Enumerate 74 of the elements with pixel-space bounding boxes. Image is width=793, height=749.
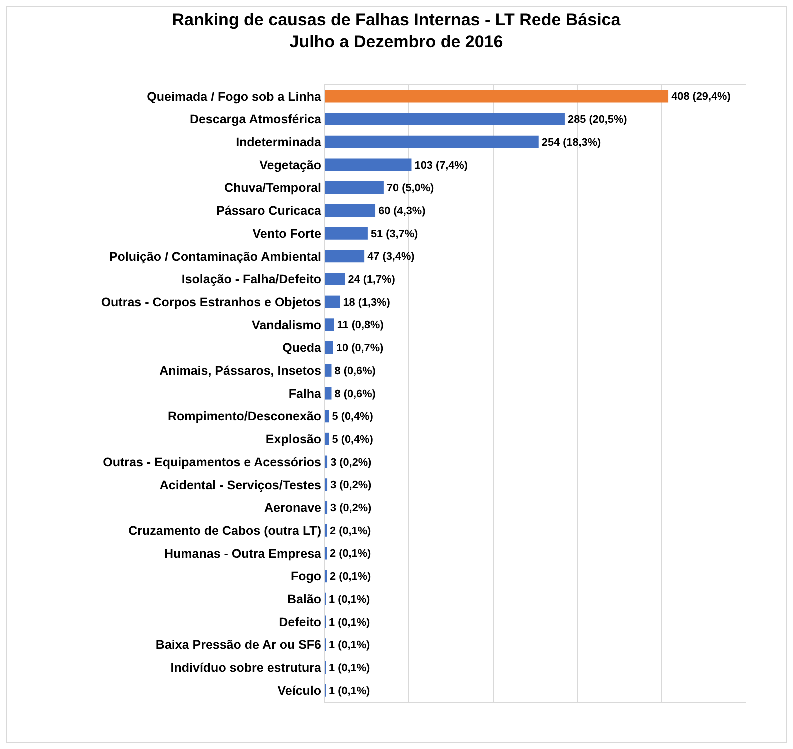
data-label: 5 (0,4%)	[332, 411, 374, 424]
bar	[325, 227, 368, 240]
y-tick-label: Isolação - Falha/Defeito	[182, 272, 322, 287]
bar	[325, 90, 669, 103]
y-tick-label: Vegetação	[260, 158, 322, 172]
data-label: 1 (0,1%)	[329, 662, 371, 674]
data-label: 5 (0,4%)	[332, 434, 374, 446]
y-tick-label: Humanas - Outra Empresa	[164, 546, 323, 561]
y-tick-label: Baixa Pressão de Ar ou SF6	[156, 638, 322, 652]
bar	[325, 182, 384, 194]
bar	[325, 410, 330, 423]
y-tick-label: Chuva/Temporal	[224, 181, 322, 196]
bar	[325, 136, 539, 148]
data-label: 70 (5,0%)	[386, 182, 435, 195]
data-label: 103 (7,4%)	[414, 160, 468, 172]
y-tick-label: Animais, Pássaros, Insetos	[160, 364, 322, 378]
y-tick-label: Fogo	[290, 570, 322, 584]
data-label: 2 (0,1%)	[330, 571, 372, 584]
bar	[325, 272, 346, 286]
data-label: 24 (1,7%)	[348, 274, 396, 286]
data-label: 10 (0,7%)	[336, 342, 384, 355]
y-tick-label: Aeronave	[264, 501, 322, 516]
y-tick-label: Outras - Equipamentos e Acessórios	[103, 455, 322, 470]
bar	[325, 250, 365, 263]
bar	[325, 342, 334, 354]
data-label: 18 (1,3%)	[343, 296, 391, 309]
data-label: 3 (0,2%)	[330, 502, 372, 515]
y-tick-label: Cruzamento de Cabos (outra LT)	[128, 524, 322, 538]
data-label: 254 (18,3%)	[542, 136, 602, 149]
data-label: 8 (0,6%)	[334, 388, 376, 400]
y-tick-label: Balão	[287, 592, 322, 607]
y-tick-label: Indeterminada	[236, 136, 323, 150]
y-tick-label: Poluição / Contaminação Ambiental	[109, 250, 322, 264]
data-label: 1 (0,1%)	[329, 685, 371, 698]
data-label: 285 (20,5%)	[568, 114, 628, 126]
bar	[325, 387, 332, 400]
data-label: 2 (0,1%)	[330, 525, 372, 538]
bar	[325, 296, 340, 308]
bar	[325, 158, 412, 172]
data-label: 60 (4,3%)	[378, 205, 426, 218]
y-tick-label: Queimada / Fogo sob a Linha	[147, 90, 323, 104]
data-label: 3 (0,2%)	[330, 480, 372, 492]
y-tick-label: Indivíduo sobre estrutura	[170, 661, 323, 676]
bar	[325, 456, 328, 468]
y-tick-label: Queda	[282, 341, 323, 356]
y-tick-label: Descarga Atmosférica	[190, 112, 323, 127]
y-tick-label: Acidental - Serviços/Testes	[160, 478, 322, 492]
data-label: 51 (3,7%)	[370, 228, 419, 240]
data-label: 47 (3,4%)	[368, 251, 416, 264]
data-label: 1 (0,1%)	[329, 616, 371, 629]
y-tick-label: Explosão	[266, 432, 322, 447]
data-label: 1 (0,1%)	[329, 640, 370, 652]
bar	[325, 478, 328, 492]
chart-title: Ranking de causas de Falhas Internas - LT Rede Básica Julho a Dezembro de 2016	[172, 10, 622, 52]
bar	[325, 432, 330, 446]
y-tick-label: Vento Forte	[252, 226, 322, 241]
bar	[325, 112, 565, 126]
y-tick-label: Pássaro Curicaca	[216, 204, 323, 218]
data-label: 1 (0,1%)	[329, 594, 371, 606]
y-tick-label: Falha	[288, 386, 323, 401]
data-label: 3 (0,2%)	[330, 456, 372, 469]
bar	[325, 501, 328, 514]
y-tick-label: Vandalismo	[252, 318, 322, 332]
data-label: 8 (0,6%)	[334, 365, 376, 378]
y-tick-label: Rompimento/Desconexão	[168, 410, 322, 424]
bar	[325, 364, 332, 377]
data-label: 2 (0,1%)	[330, 548, 372, 560]
data-label: 408 (29,4%)	[672, 91, 732, 104]
bar	[325, 204, 376, 217]
y-tick-label: Veículo	[278, 684, 322, 698]
bar	[325, 318, 334, 332]
y-tick-label: Outras - Corpos Estranhos e Objetos	[101, 295, 322, 310]
data-label: 11 (0,8%)	[337, 320, 384, 332]
y-tick-label: Defeito	[279, 615, 322, 630]
